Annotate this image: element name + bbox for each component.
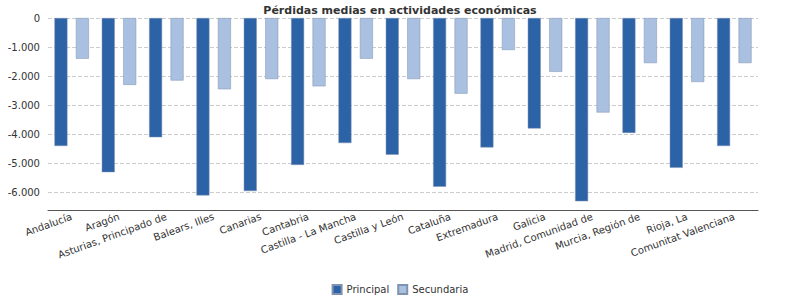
svg-text:Cantabria: Cantabria — [260, 210, 311, 238]
svg-text:Cataluña: Cataluña — [406, 210, 453, 237]
svg-text:Canarias: Canarias — [218, 211, 263, 236]
svg-text:Principal: Principal — [347, 284, 390, 295]
svg-text:-6.000: -6.000 — [8, 187, 40, 198]
svg-text:-2.000: -2.000 — [8, 71, 40, 82]
svg-text:-4.000: -4.000 — [8, 129, 40, 140]
svg-text:-1.000: -1.000 — [8, 42, 40, 53]
svg-text:Madrid, Comunidad de: Madrid, Comunidad de — [483, 210, 595, 260]
svg-text:Pérdidas medias en actividades: Pérdidas medias en actividades económica… — [263, 4, 537, 17]
svg-text:Extremadura: Extremadura — [435, 211, 500, 244]
svg-text:Castilla - La Mancha: Castilla - La Mancha — [259, 210, 358, 256]
svg-text:Balears, Illes: Balears, Illes — [152, 211, 216, 243]
svg-text:Rioja, La: Rioja, La — [644, 210, 689, 236]
svg-text:-5.000: -5.000 — [8, 158, 40, 169]
svg-text:Secundaria: Secundaria — [412, 284, 468, 295]
svg-text:Castilla y León: Castilla y León — [333, 211, 405, 246]
svg-text:Asturias, Principado de: Asturias, Principado de — [57, 211, 169, 261]
svg-text:Comunitat Valenciana: Comunitat Valenciana — [629, 211, 736, 259]
svg-text:-3.000: -3.000 — [8, 100, 40, 111]
svg-text:Andalucía: Andalucía — [24, 211, 74, 238]
svg-text:0: 0 — [34, 13, 40, 24]
svg-text:Galicia: Galicia — [511, 210, 547, 233]
svg-text:Aragón: Aragón — [83, 210, 121, 234]
svg-text:Murcia, Región de: Murcia, Región de — [554, 211, 642, 252]
